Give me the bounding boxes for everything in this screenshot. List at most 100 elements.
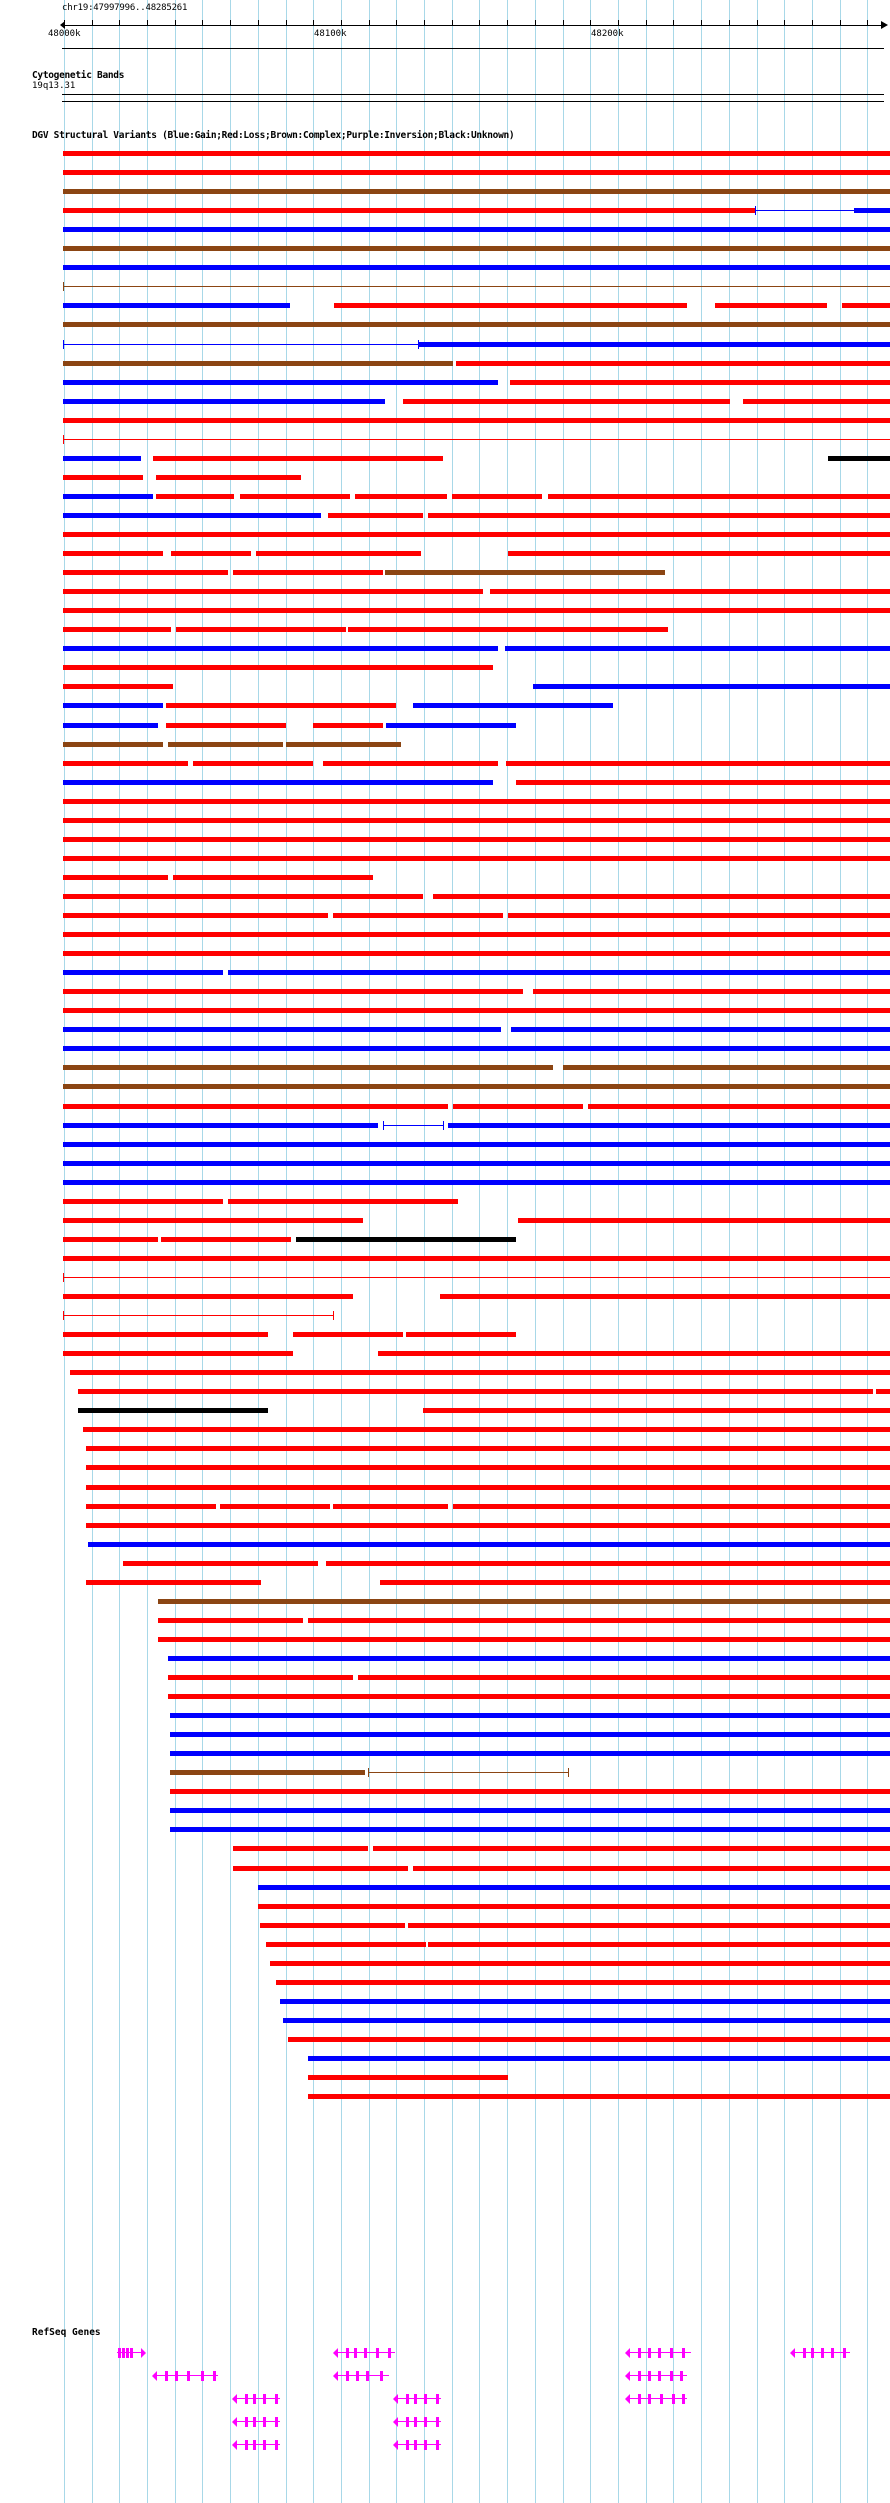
variant-bar[interactable]	[166, 722, 286, 728]
variant-bar[interactable]	[63, 855, 890, 861]
variant-bar[interactable]	[170, 1713, 890, 1719]
variant-bar[interactable]	[288, 2036, 890, 2042]
gene-exon[interactable]	[165, 2371, 168, 2381]
variant-bar[interactable]	[166, 703, 396, 709]
gene-exon[interactable]	[638, 2394, 641, 2404]
variant-bar[interactable]	[516, 779, 890, 785]
variant-bar[interactable]	[158, 1598, 890, 1604]
variant-bar[interactable]	[386, 722, 516, 728]
variant-bar[interactable]	[63, 627, 171, 633]
variant-bar[interactable]	[63, 551, 163, 557]
variant-bar[interactable]	[333, 913, 503, 918]
variant-bar[interactable]	[403, 398, 730, 404]
variant-bar[interactable]	[63, 189, 890, 195]
variant-bar[interactable]	[63, 684, 173, 690]
variant-bar[interactable]	[86, 1446, 890, 1452]
variant-bar[interactable]	[280, 1998, 890, 2004]
gene-exon[interactable]	[648, 2348, 651, 2358]
gene-exon[interactable]	[356, 2371, 359, 2381]
gene-exon[interactable]	[380, 2371, 383, 2381]
variant-bar[interactable]	[78, 1389, 873, 1395]
gene-exon[interactable]	[424, 2417, 427, 2427]
gene-exon[interactable]	[672, 2394, 675, 2404]
variant-bar[interactable]	[283, 2017, 890, 2023]
gene-exon[interactable]	[670, 2371, 673, 2381]
refseq-gene[interactable]	[0, 2407, 890, 2430]
variant-bar[interactable]	[308, 1617, 890, 1623]
variant-bar[interactable]	[63, 1160, 890, 1166]
variant-bar[interactable]	[70, 1370, 890, 1376]
gene-exon[interactable]	[811, 2348, 814, 2358]
gene-exon[interactable]	[253, 2394, 256, 2404]
variant-bar[interactable]	[333, 1503, 448, 1509]
variant-bar[interactable]	[308, 2094, 890, 2100]
variant-bar[interactable]	[355, 493, 447, 499]
variant-bar[interactable]	[63, 932, 890, 938]
variant-bar[interactable]	[266, 1941, 426, 1947]
gene-exon[interactable]	[658, 2371, 661, 2381]
variant-bar[interactable]	[63, 303, 290, 309]
variant-bar[interactable]	[63, 646, 498, 652]
variant-bar[interactable]	[158, 1636, 890, 1642]
variant-bar[interactable]	[153, 455, 443, 461]
variant-bar[interactable]	[260, 1922, 405, 1928]
variant-bar[interactable]	[533, 989, 890, 995]
refseq-gene[interactable]	[0, 2430, 890, 2453]
gene-exon[interactable]	[245, 2440, 248, 2450]
variant-bar[interactable]	[63, 417, 890, 423]
variant-bar[interactable]	[170, 1751, 890, 1757]
gene-exon[interactable]	[275, 2394, 278, 2404]
gene-exon[interactable]	[424, 2394, 427, 2404]
gene-exon[interactable]	[803, 2348, 806, 2358]
variant-bar[interactable]	[63, 1122, 378, 1128]
variant-bar[interactable]	[63, 532, 890, 537]
variant-bar[interactable]	[63, 455, 141, 461]
gene-exon[interactable]	[660, 2394, 663, 2404]
variant-bar[interactable]	[63, 913, 328, 918]
variant-bar[interactable]	[63, 170, 890, 176]
gene-exon[interactable]	[414, 2394, 417, 2404]
variant-bar[interactable]	[170, 1789, 890, 1795]
gene-exon[interactable]	[122, 2348, 125, 2358]
gene-exon[interactable]	[682, 2348, 685, 2358]
variant-bar[interactable]	[173, 874, 373, 880]
gene-exon[interactable]	[406, 2394, 409, 2404]
variant-bar[interactable]	[428, 1941, 890, 1947]
variant-bar[interactable]	[413, 1865, 890, 1871]
gene-exon[interactable]	[424, 2440, 427, 2450]
gene-exon[interactable]	[364, 2348, 367, 2358]
variant-bar[interactable]	[63, 722, 158, 728]
gene-exon[interactable]	[831, 2348, 834, 2358]
variant-bar[interactable]	[408, 1922, 890, 1928]
gene-exon[interactable]	[436, 2440, 439, 2450]
variant-bar[interactable]	[170, 1732, 890, 1738]
refseq-gene[interactable]	[0, 2384, 890, 2407]
variant-bar[interactable]	[293, 1332, 403, 1338]
variant-bar[interactable]	[63, 970, 223, 976]
variant-bar[interactable]	[158, 1617, 303, 1623]
variant-bar[interactable]	[63, 1294, 353, 1299]
variant-bar[interactable]	[86, 1522, 890, 1528]
variant-bar[interactable]	[63, 817, 890, 823]
variant-bar[interactable]	[854, 208, 890, 214]
variant-bar[interactable]	[63, 874, 168, 880]
variant-bar[interactable]	[63, 1351, 293, 1357]
variant-bar[interactable]	[63, 151, 890, 156]
gene-exon[interactable]	[187, 2371, 190, 2381]
gene-exon[interactable]	[406, 2440, 409, 2450]
refseq-gene[interactable]	[0, 2384, 890, 2407]
variant-bar[interactable]	[63, 893, 423, 899]
variant-bar[interactable]	[563, 1065, 890, 1071]
variant-bar[interactable]	[715, 303, 827, 309]
variant-bar[interactable]	[63, 1065, 553, 1071]
variant-bar[interactable]	[63, 493, 153, 499]
variant-bar[interactable]	[63, 760, 188, 766]
variant-bar[interactable]	[448, 1122, 890, 1128]
variant-bar[interactable]	[423, 1408, 890, 1414]
variant-bar[interactable]	[63, 570, 228, 576]
variant-bar[interactable]	[440, 1294, 890, 1299]
variant-bar[interactable]	[373, 1846, 890, 1852]
variant-bar[interactable]	[63, 703, 163, 709]
gene-exon[interactable]	[376, 2348, 379, 2358]
variant-bar[interactable]	[63, 1217, 363, 1223]
